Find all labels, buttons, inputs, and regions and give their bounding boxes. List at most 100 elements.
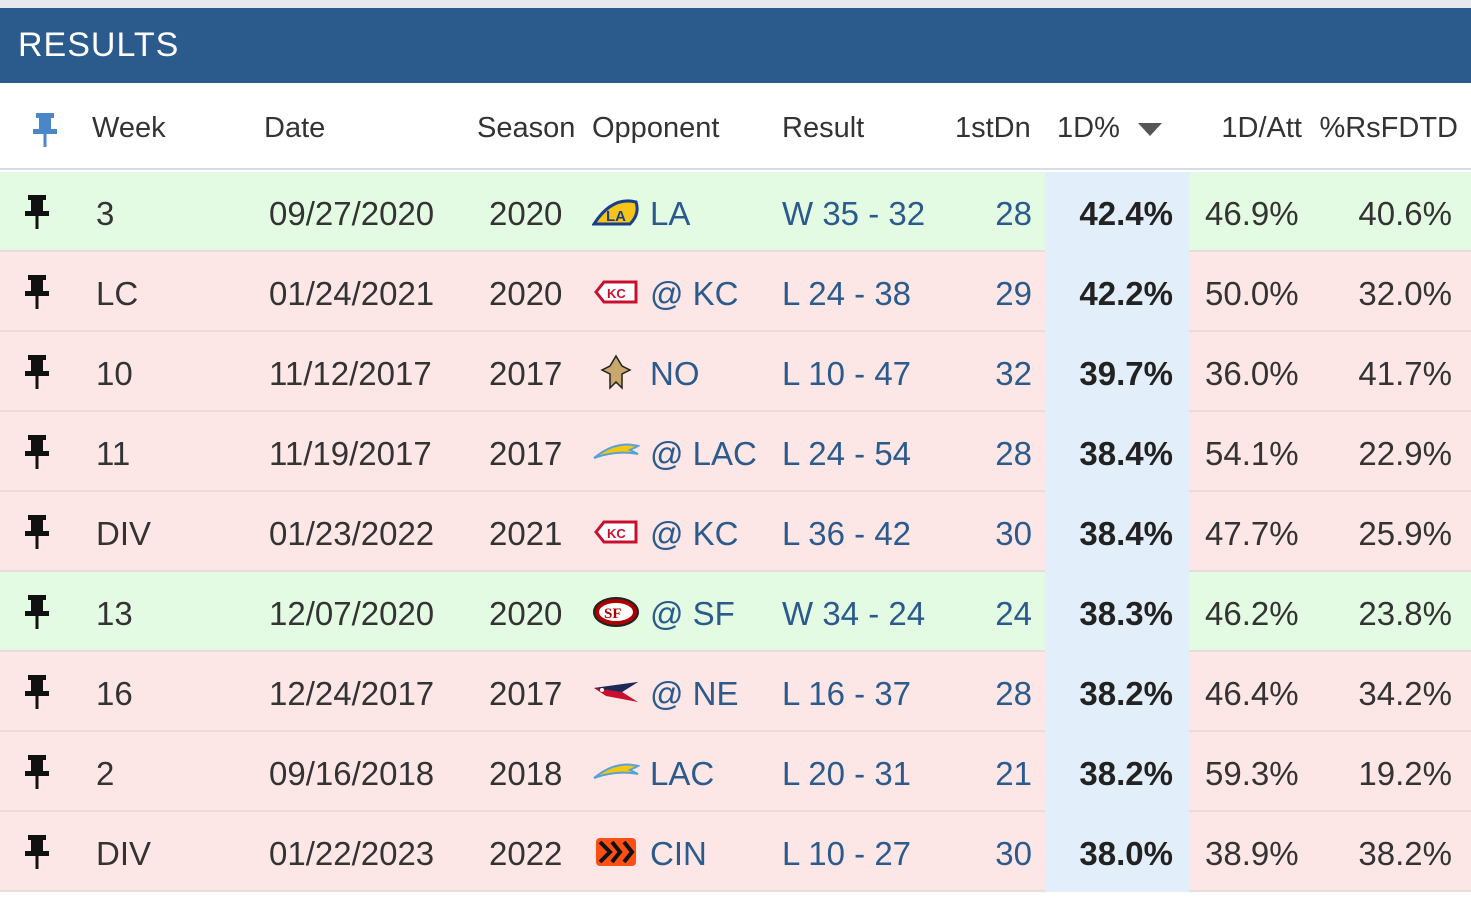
section-title: RESULTS bbox=[0, 8, 1471, 83]
table-row[interactable]: 16 12/24/2017 2017 @ NE L 16 - 37 28 38.2% 46.4… bbox=[0, 652, 1471, 732]
pct-header[interactable]: 1D% bbox=[1057, 112, 1120, 144]
firstdn-header[interactable]: 1stDn bbox=[955, 112, 1031, 144]
table-row[interactable]: DIV 01/23/2022 2021 KC @ KC L 36 - 42 30 38.4% 4… bbox=[0, 492, 1471, 572]
patriots-logo-icon bbox=[592, 674, 640, 710]
pin-icon[interactable] bbox=[22, 594, 52, 630]
per-att-header[interactable]: 1D/Att bbox=[1221, 112, 1302, 144]
bengals-logo-icon bbox=[592, 834, 640, 870]
svg-text:LA: LA bbox=[606, 208, 626, 225]
result-link[interactable]: L 24 - 38 bbox=[782, 275, 912, 312]
week-header[interactable]: Week bbox=[92, 112, 166, 144]
result-link[interactable]: L 16 - 37 bbox=[782, 675, 912, 712]
result-header[interactable]: Result bbox=[782, 112, 865, 144]
result-link[interactable]: L 10 - 27 bbox=[782, 835, 912, 872]
result-link[interactable]: L 10 - 47 bbox=[782, 355, 912, 392]
rsfdtd-cell: 38.2% bbox=[1358, 835, 1452, 872]
firstdn-link[interactable]: 28 bbox=[995, 435, 1032, 472]
season-cell: 2017 bbox=[489, 435, 563, 472]
week-cell: 10 bbox=[96, 355, 133, 392]
result-link[interactable]: L 24 - 54 bbox=[782, 435, 912, 472]
table-header: Week Date Season Opponent Result 1stDn 1… bbox=[0, 86, 1471, 170]
table-row[interactable]: 10 11/12/2017 2017 NO L 10 - 47 32 39.7% 36.0% 4… bbox=[0, 332, 1471, 412]
pct-cell: 38.3% bbox=[1045, 572, 1189, 652]
pct-cell: 38.4% bbox=[1045, 492, 1189, 572]
opponent-link[interactable]: @ LAC bbox=[650, 435, 757, 472]
rsfdtd-header[interactable]: %RsFDTD bbox=[1319, 112, 1458, 144]
per-att-cell: 50.0% bbox=[1205, 275, 1299, 312]
firstdn-link[interactable]: 28 bbox=[995, 675, 1032, 712]
opponent-link[interactable]: @ KC bbox=[650, 275, 739, 312]
opponent-link[interactable]: @ KC bbox=[650, 515, 739, 552]
season-header[interactable]: Season bbox=[477, 112, 576, 144]
rsfdtd-cell: 19.2% bbox=[1358, 755, 1452, 792]
result-link[interactable]: L 36 - 42 bbox=[782, 515, 912, 552]
sort-desc-icon[interactable] bbox=[1138, 123, 1162, 136]
season-cell: 2021 bbox=[489, 515, 563, 552]
season-cell: 2017 bbox=[489, 675, 563, 712]
opponent-link[interactable]: NO bbox=[650, 355, 700, 392]
firstdn-link[interactable]: 21 bbox=[995, 755, 1032, 792]
result-link[interactable]: L 20 - 31 bbox=[782, 755, 912, 792]
opponent-link[interactable]: LA bbox=[650, 195, 691, 232]
chiefs-logo-icon: KC bbox=[592, 514, 640, 550]
season-cell: 2017 bbox=[489, 355, 563, 392]
pin-icon[interactable] bbox=[22, 754, 52, 790]
firstdn-link[interactable]: 32 bbox=[995, 355, 1032, 392]
top-divider bbox=[0, 0, 1471, 8]
week-cell: 13 bbox=[96, 595, 133, 632]
date-cell: 11/12/2017 bbox=[269, 355, 432, 392]
saints-logo-icon bbox=[592, 354, 640, 390]
pct-cell: 39.7% bbox=[1045, 332, 1189, 412]
date-cell: 12/24/2017 bbox=[269, 675, 435, 712]
chargers-logo-icon bbox=[592, 434, 641, 470]
pin-icon[interactable] bbox=[22, 274, 52, 310]
per-att-cell: 47.7% bbox=[1205, 515, 1299, 552]
per-att-cell: 59.3% bbox=[1205, 755, 1299, 792]
pin-icon[interactable] bbox=[22, 354, 52, 390]
pin-icon[interactable] bbox=[22, 834, 52, 870]
pct-cell: 38.4% bbox=[1045, 412, 1189, 492]
per-att-cell: 46.4% bbox=[1205, 675, 1299, 712]
result-link[interactable]: W 35 - 32 bbox=[782, 195, 926, 232]
rams-logo-icon: LA bbox=[591, 194, 640, 230]
firstdn-link[interactable]: 30 bbox=[995, 515, 1032, 552]
pin-icon[interactable] bbox=[22, 674, 52, 710]
49ers-logo-icon: SF bbox=[592, 594, 640, 630]
table-row[interactable]: 13 12/07/2020 2020 SF @ SF W 34 - 24 24 38.3% 46… bbox=[0, 572, 1471, 652]
week-cell: LC bbox=[96, 275, 139, 312]
opponent-link[interactable]: CIN bbox=[650, 835, 707, 872]
opponent-link[interactable]: @ NE bbox=[650, 675, 739, 712]
firstdn-link[interactable]: 24 bbox=[995, 595, 1032, 632]
table-row[interactable]: 2 09/16/2018 2018 LAC L 20 - 31 21 38.2% 59.3% 1… bbox=[0, 732, 1471, 812]
firstdn-link[interactable]: 30 bbox=[995, 835, 1032, 872]
per-att-cell: 46.2% bbox=[1205, 595, 1299, 632]
svg-text:KC: KC bbox=[607, 286, 626, 301]
firstdn-link[interactable]: 29 bbox=[995, 275, 1032, 312]
opponent-link[interactable]: @ SF bbox=[650, 595, 735, 632]
opponent-link[interactable]: LAC bbox=[650, 755, 715, 792]
week-cell: DIV bbox=[96, 515, 152, 552]
season-cell: 2022 bbox=[489, 835, 563, 872]
pct-cell: 38.0% bbox=[1045, 812, 1189, 892]
week-cell: DIV bbox=[96, 835, 152, 872]
result-link[interactable]: W 34 - 24 bbox=[782, 595, 926, 632]
week-cell: 2 bbox=[96, 755, 115, 792]
firstdn-link[interactable]: 28 bbox=[995, 195, 1032, 232]
table-row[interactable]: DIV 01/22/2023 2022 CIN L 10 - 27 30 38.0% 38.9… bbox=[0, 812, 1471, 892]
season-cell: 2020 bbox=[489, 195, 563, 232]
rsfdtd-cell: 25.9% bbox=[1358, 515, 1452, 552]
table-row[interactable]: 11 11/19/2017 2017 @ LAC L 24 - 54 28 38.4% 54.… bbox=[0, 412, 1471, 492]
table-row[interactable]: LC 01/24/2021 2020 KC @ KC L 24 - 38 29 42.2% 50… bbox=[0, 252, 1471, 332]
pin-icon[interactable] bbox=[22, 434, 52, 470]
season-cell: 2020 bbox=[489, 275, 563, 312]
table-row[interactable]: 3 09/27/2020 2020 LA LA W 35 - 32 28 42.4% 46.9%… bbox=[0, 172, 1471, 252]
opponent-header[interactable]: Opponent bbox=[592, 112, 720, 144]
pct-cell: 38.2% bbox=[1045, 732, 1189, 812]
week-cell: 3 bbox=[96, 195, 115, 232]
date-cell: 01/23/2022 bbox=[269, 515, 435, 552]
date-header[interactable]: Date bbox=[264, 112, 326, 144]
pin-icon[interactable] bbox=[22, 514, 52, 550]
pin-icon[interactable] bbox=[22, 194, 52, 230]
pct-cell: 38.2% bbox=[1045, 652, 1189, 732]
